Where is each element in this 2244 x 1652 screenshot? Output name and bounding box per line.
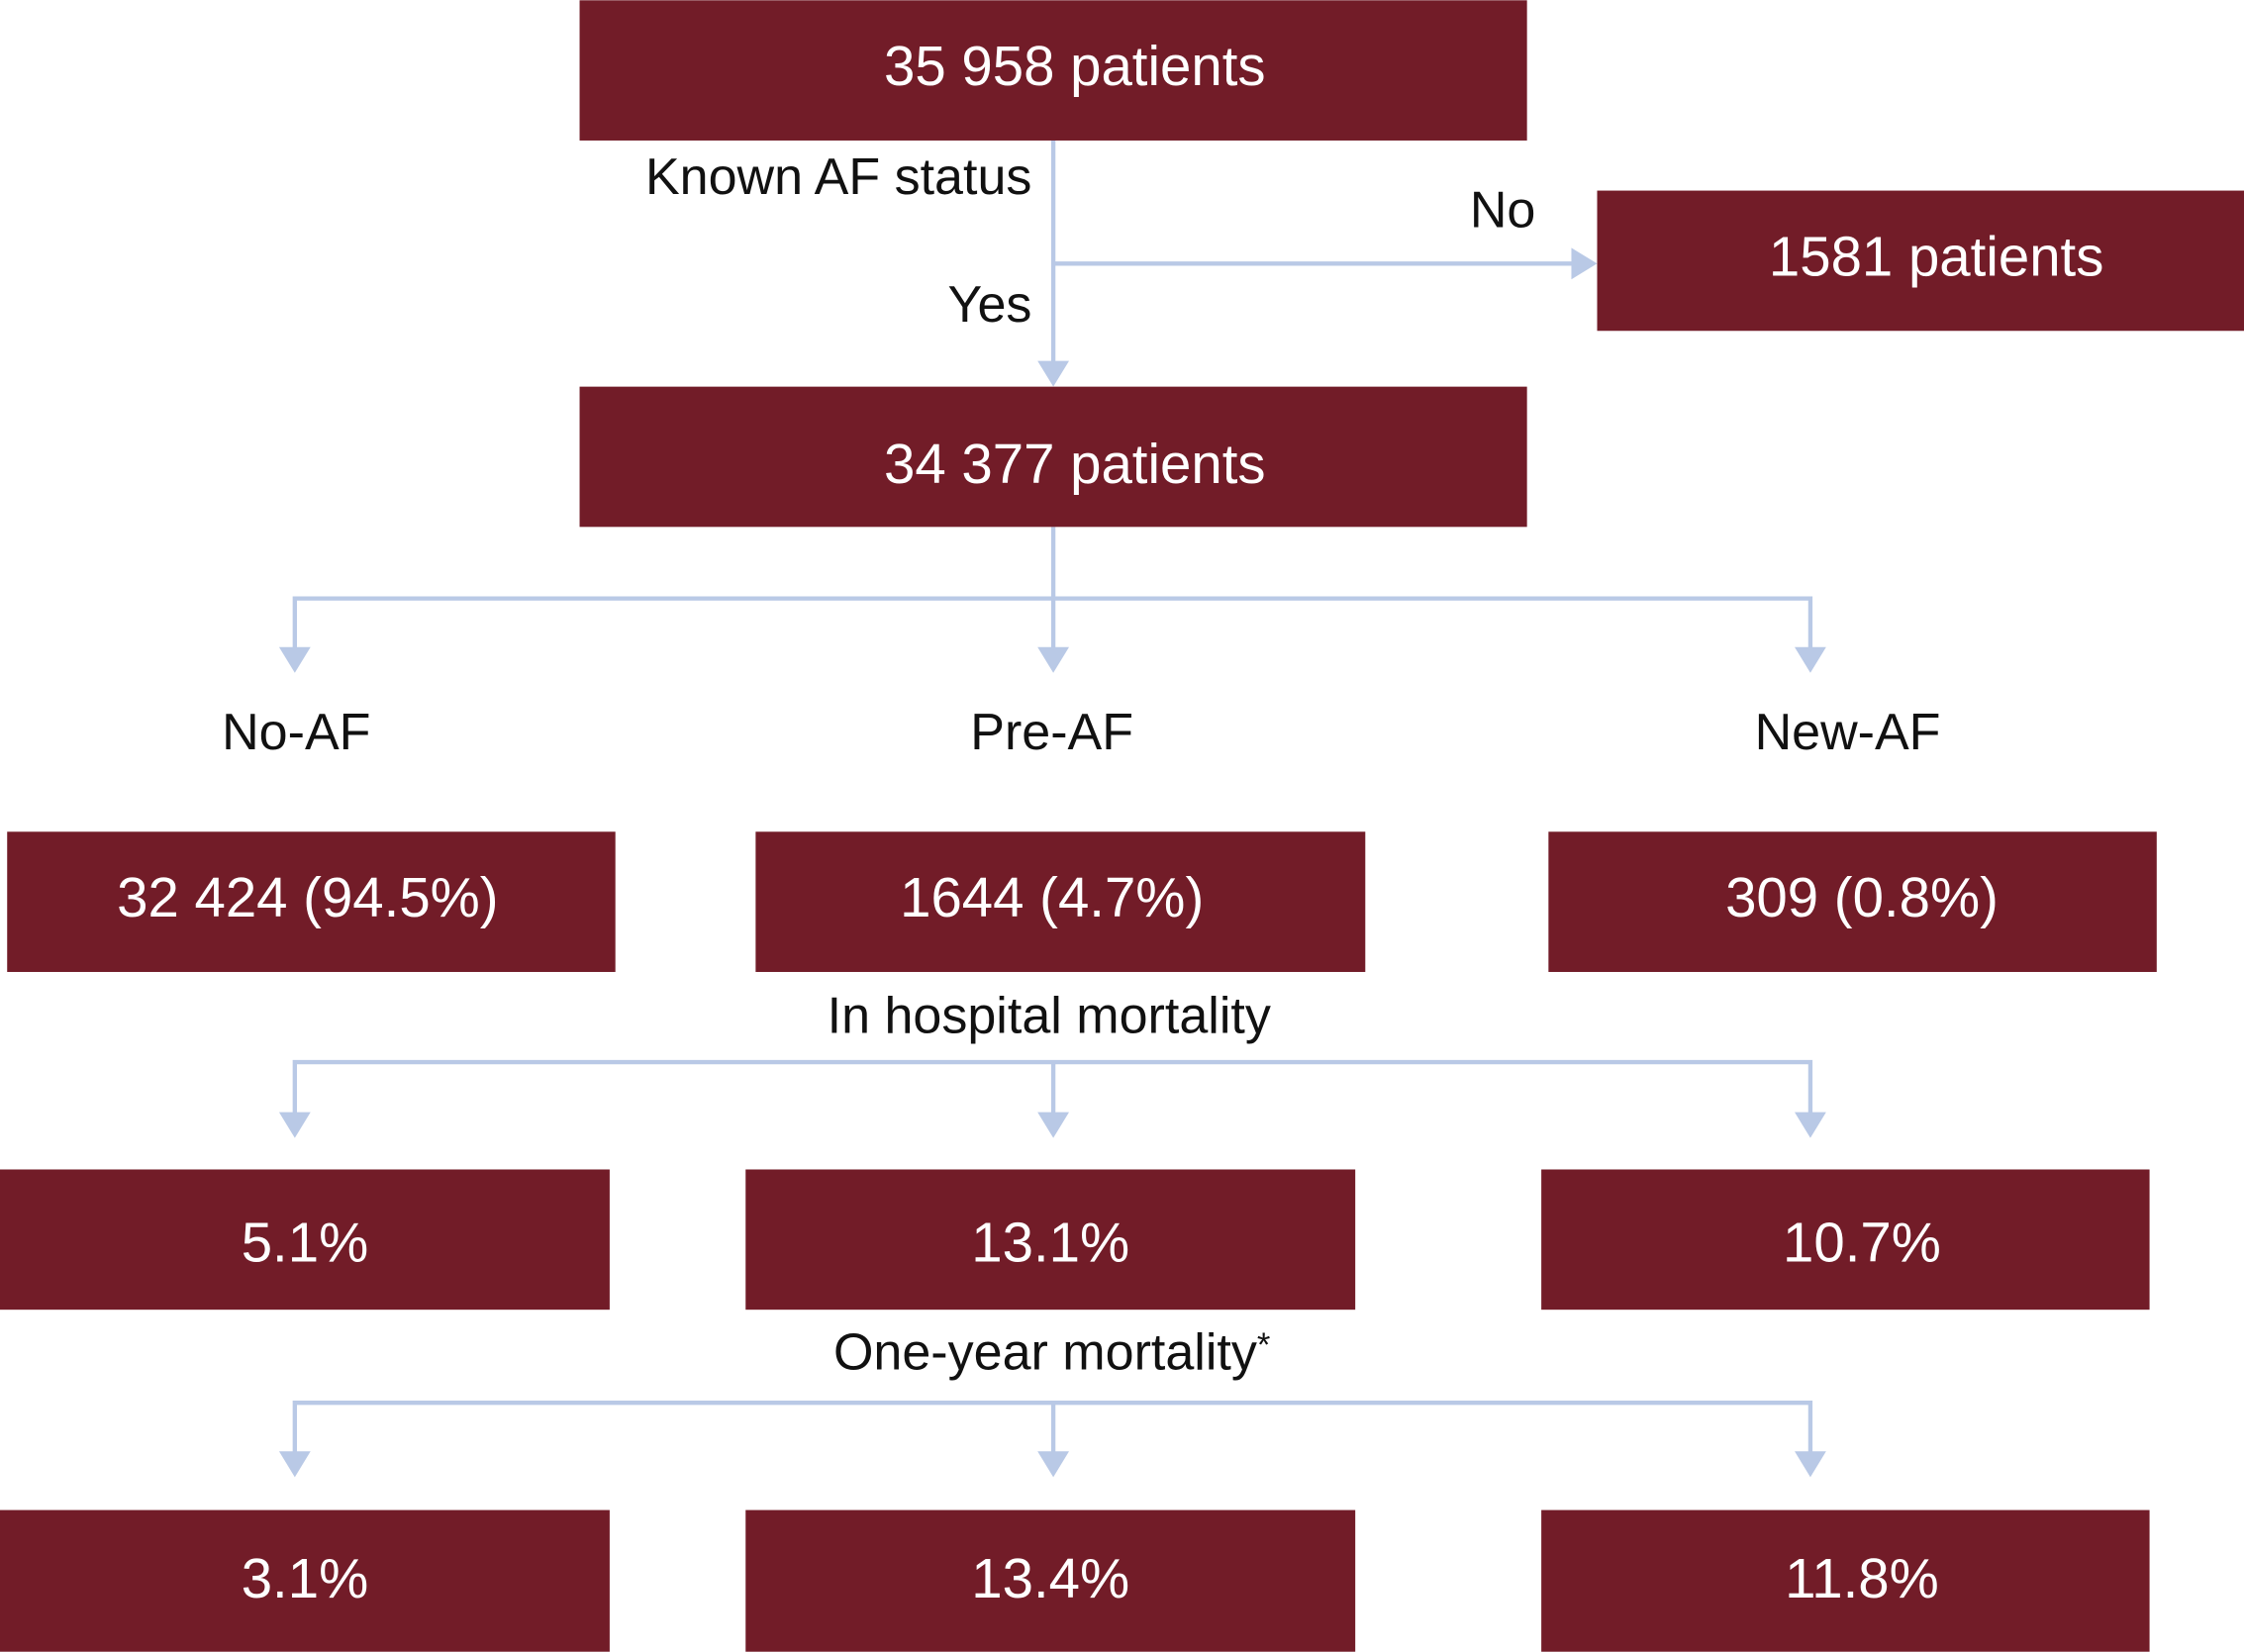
node-box bbox=[755, 831, 1366, 972]
arrow bbox=[1037, 646, 1070, 673]
node-label: 11.8% bbox=[1785, 1547, 1939, 1609]
group-name: No-AF bbox=[222, 704, 370, 761]
edge-label: Known AF status bbox=[645, 148, 1031, 206]
node-label: 1581 patients bbox=[1769, 225, 2104, 287]
node-box bbox=[0, 1169, 610, 1311]
group-name: Pre-AF bbox=[970, 704, 1133, 761]
node-box bbox=[1541, 1509, 2150, 1652]
arrow bbox=[1795, 646, 1826, 673]
node-label: 10.7% bbox=[1783, 1211, 1941, 1273]
edge-label: No bbox=[1470, 181, 1536, 239]
node-box bbox=[745, 1509, 1356, 1652]
connector bbox=[292, 1059, 1813, 1117]
node-box bbox=[1597, 190, 2244, 332]
node-label: 32 424 (94.5%) bbox=[117, 866, 499, 928]
node-label: 1644 (4.7%) bbox=[900, 866, 1204, 928]
section-label: In hospital mortality bbox=[828, 987, 1271, 1044]
arrow bbox=[1571, 247, 1598, 280]
node-box bbox=[579, 386, 1527, 528]
group-name: New-AF bbox=[1755, 704, 1941, 761]
node-box bbox=[745, 1169, 1356, 1311]
section-label-text: One-year mortality bbox=[833, 1323, 1257, 1381]
node-label: 13.1% bbox=[971, 1211, 1129, 1273]
arrow bbox=[1795, 1112, 1826, 1138]
arrow bbox=[1037, 1451, 1070, 1478]
node-box bbox=[1541, 1169, 2150, 1311]
node-box bbox=[7, 831, 616, 972]
arrow bbox=[278, 1451, 311, 1478]
node-label: 309 (0.8%) bbox=[1725, 866, 1999, 928]
node-label: 5.1% bbox=[242, 1211, 369, 1273]
node-box bbox=[1548, 831, 2157, 972]
node-box bbox=[0, 1509, 610, 1652]
node-box bbox=[579, 0, 1527, 141]
node-label: 3.1% bbox=[242, 1547, 369, 1609]
arrow bbox=[1795, 1451, 1826, 1478]
node-label: 35 958 patients bbox=[884, 35, 1266, 97]
arrow bbox=[1037, 1112, 1070, 1138]
footnote-mark: * bbox=[1257, 1326, 1271, 1364]
section-label: One-year mortality* bbox=[833, 1323, 1270, 1381]
connector bbox=[292, 1400, 1813, 1458]
arrow bbox=[278, 1112, 311, 1138]
arrow bbox=[1037, 360, 1070, 387]
connector bbox=[1050, 140, 1575, 367]
edge-label: Yes bbox=[948, 276, 1032, 334]
node-label: 13.4% bbox=[971, 1547, 1129, 1609]
arrow bbox=[278, 646, 311, 673]
node-label: 34 377 patients bbox=[884, 433, 1266, 495]
connectors bbox=[278, 140, 1826, 1478]
connector bbox=[292, 527, 1813, 653]
